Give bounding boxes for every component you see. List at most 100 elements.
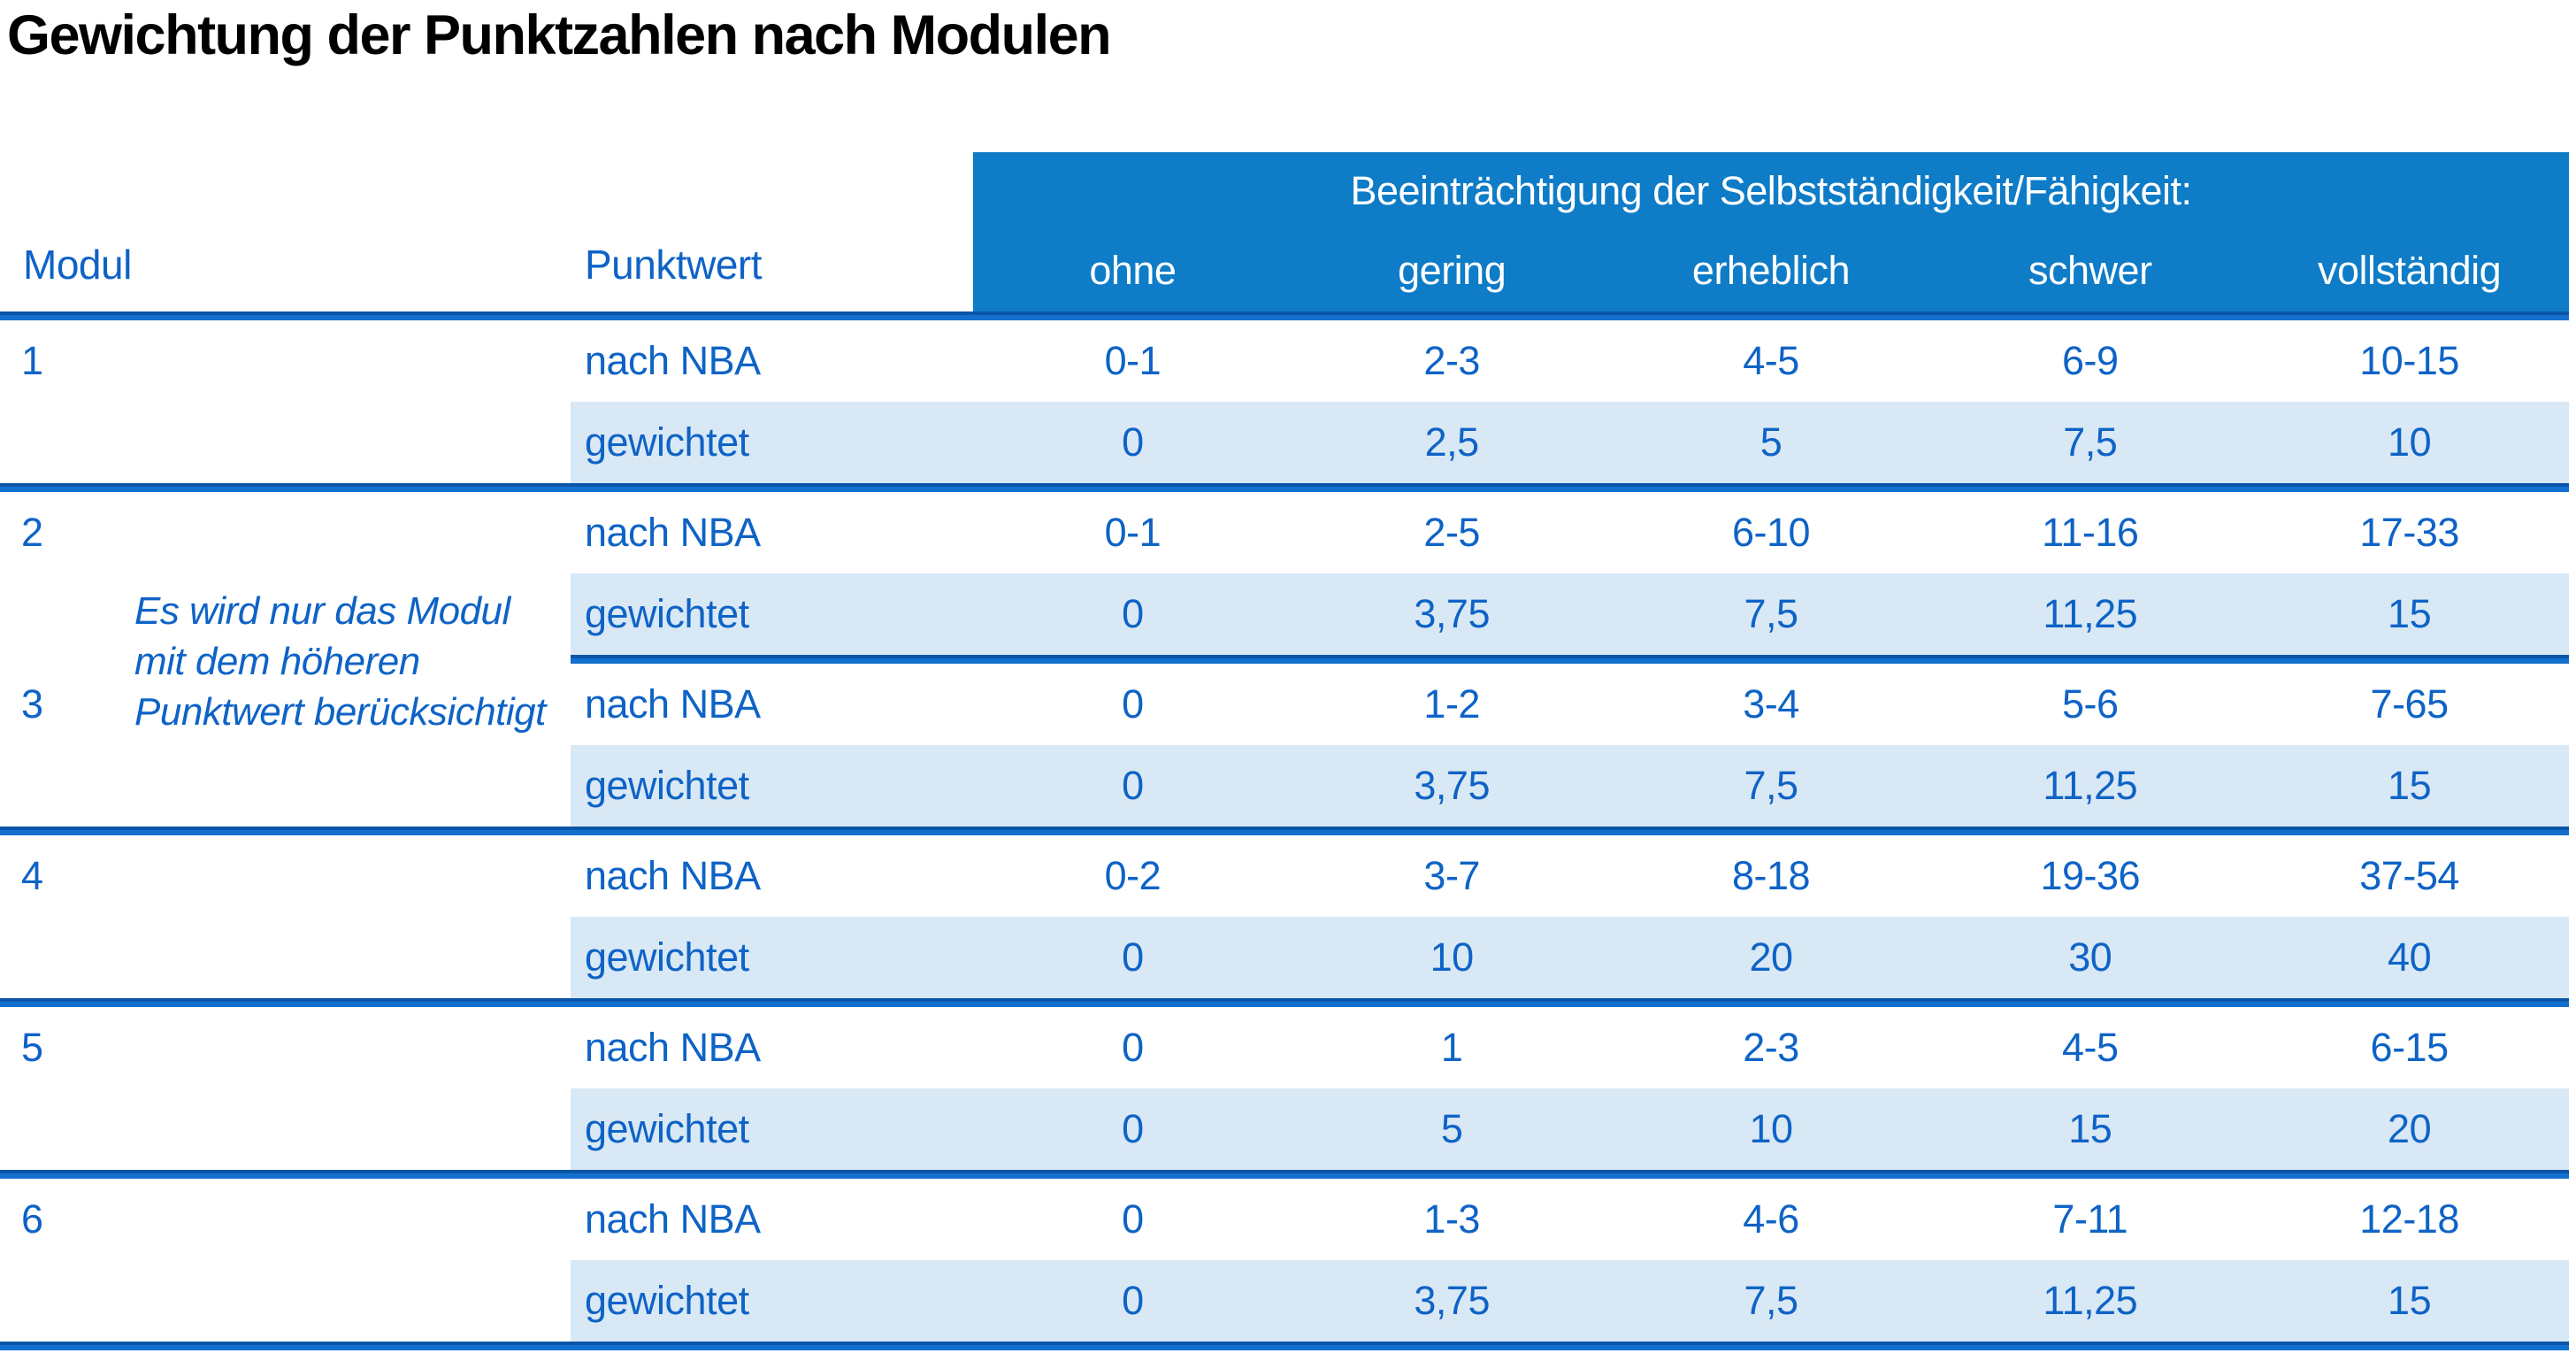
value-cell: 2-3 [1743,1025,1799,1070]
module-number-spacer [0,917,571,998]
value-cell: 1 [1440,1025,1463,1070]
value-cell: 0-1 [1104,338,1162,383]
table-row-module3-nba: 3 nach NBA 0 1-2 3-4 5-6 7-65 [0,664,2569,745]
row-label: gewichtet [571,745,973,827]
row-label: gewichtet [571,402,973,483]
value-cell: 11,25 [1930,573,2250,655]
value-cell: 0 [973,917,1292,998]
value-cell: 2-3 [1423,338,1480,383]
row-label: nach NBA [585,681,761,727]
value-cell: 0 [973,402,1292,483]
value-cell: 40 [2250,917,2569,998]
table-row-module6-weighted: gewichtet 0 3,75 7,5 11,25 15 [0,1260,2569,1342]
value-cell: 3,75 [1292,1260,1612,1342]
value-cell: 30 [1930,917,2250,998]
value-cell: 4-5 [1743,338,1799,383]
column-header-punktwert: Punktwert [585,242,763,288]
table-row-module5-weighted: gewichtet 0 5 10 15 20 [0,1088,2569,1170]
value-cell: 11,25 [1930,1260,2250,1342]
row-label: gewichtet [571,1260,973,1342]
value-cell: 20 [1611,917,1931,998]
value-cell: 10 [1611,1088,1931,1170]
value-cell: 10 [2250,402,2569,483]
value-cell: 12-18 [2359,1196,2459,1242]
severity-label-erheblich: erheblich [1691,248,1851,293]
value-cell: 0 [973,1088,1292,1170]
note-line-2: mit dem höheren [134,640,420,683]
module-number-spacer [0,745,571,827]
value-cell: 4-5 [2062,1025,2119,1070]
table-row-module2-weighted: gewichtet 0 3,75 7,5 11,25 15 [0,573,2569,655]
table-row-module1-nba: 1 nach NBA 0-1 2-3 4-5 6-9 10-15 [0,320,2569,402]
value-cell: 0 [973,745,1292,827]
severity-label-schwer: schwer [2028,248,2152,293]
value-cell: 6-10 [1731,510,1811,555]
value-cell: 15 [2250,1260,2569,1342]
note-line-1: Es wird nur das Modul [134,589,510,633]
row-label: gewichtet [571,573,973,655]
value-cell: 0-2 [1104,853,1162,898]
severity-labels-row: ohne gering erheblich schwer vollständig [973,230,2569,311]
separator-header [0,311,2569,320]
value-cell: 5 [1292,1088,1612,1170]
table-header-row: Modul Punktwert Beeinträchtigung der Sel… [0,152,2569,311]
severity-label-ohne: ohne [1089,248,1177,293]
module-number-1: 1 [21,338,43,383]
module-number-2: 2 [21,510,43,555]
row-label: nach NBA [585,853,761,898]
module-number-spacer [0,402,571,483]
value-cell: 15 [2250,573,2569,655]
note-line-3: Punktwert berücksichtigt [134,690,546,734]
table-row-module5-nba: 5 nach NBA 0 1 2-3 4-5 6-15 [0,1007,2569,1088]
value-cell: 0 [1122,681,1144,727]
separator-module1 [0,483,2569,492]
table-row-module4-weighted: gewichtet 0 10 20 30 40 [0,917,2569,998]
row-label: gewichtet [571,917,973,998]
value-cell: 7,5 [1611,1260,1931,1342]
value-cell: 0-1 [1104,510,1162,555]
value-cell: 2,5 [1292,402,1612,483]
value-cell: 8-18 [1731,853,1811,898]
separator-module4 [0,998,2569,1007]
value-cell: 7,5 [1611,573,1931,655]
value-cell: 1-2 [1423,681,1480,727]
table-row-module6-nba: 6 nach NBA 0 1-3 4-6 7-11 12-18 [0,1179,2569,1260]
value-cell: 1-3 [1423,1196,1480,1242]
value-cell: 6-15 [2370,1025,2450,1070]
row-label: nach NBA [585,338,761,383]
value-cell: 11,25 [1930,745,2250,827]
value-cell: 10 [1292,917,1612,998]
value-cell: 10-15 [2359,338,2459,383]
separator-module5 [0,1170,2569,1179]
value-cell: 6-9 [2062,338,2119,383]
value-cell: 5 [1611,402,1931,483]
value-cell: 7-11 [2052,1196,2128,1242]
impairment-header-title: Beeinträchtigung der Selbstständigkeit/F… [1350,168,2192,213]
row-label: nach NBA [585,1196,761,1242]
value-cell: 2-5 [1423,510,1480,555]
value-cell: 19-36 [2040,853,2141,898]
impairment-header-band: Beeinträchtigung der Selbstständigkeit/F… [973,152,2569,311]
module-number-3: 3 [21,681,43,727]
value-cell: 4-6 [1743,1196,1799,1242]
row-label: nach NBA [585,510,761,555]
value-cell: 17-33 [2359,510,2459,555]
value-cell: 7,5 [1930,402,2250,483]
value-cell: 0 [973,573,1292,655]
severity-label-vollstaendig: vollständig [2318,248,2502,293]
module-2-3-note: Es wird nur das Modul mit dem höheren Pu… [134,586,546,737]
value-cell: 15 [2250,745,2569,827]
row-label: gewichtet [571,1088,973,1170]
value-cell: 7,5 [1611,745,1931,827]
module-number-6: 6 [21,1196,43,1242]
value-cell: 0 [973,1260,1292,1342]
column-header-modul: Modul [23,242,132,288]
separator-bottom [0,1342,2569,1350]
value-cell: 5-6 [2062,681,2119,727]
value-cell: 37-54 [2359,853,2459,898]
module-number-spacer [0,1088,571,1170]
value-cell: 3,75 [1292,573,1612,655]
table-row-module3-weighted: gewichtet 0 3,75 7,5 11,25 15 [0,745,2569,827]
value-cell: 3-4 [1743,681,1799,727]
